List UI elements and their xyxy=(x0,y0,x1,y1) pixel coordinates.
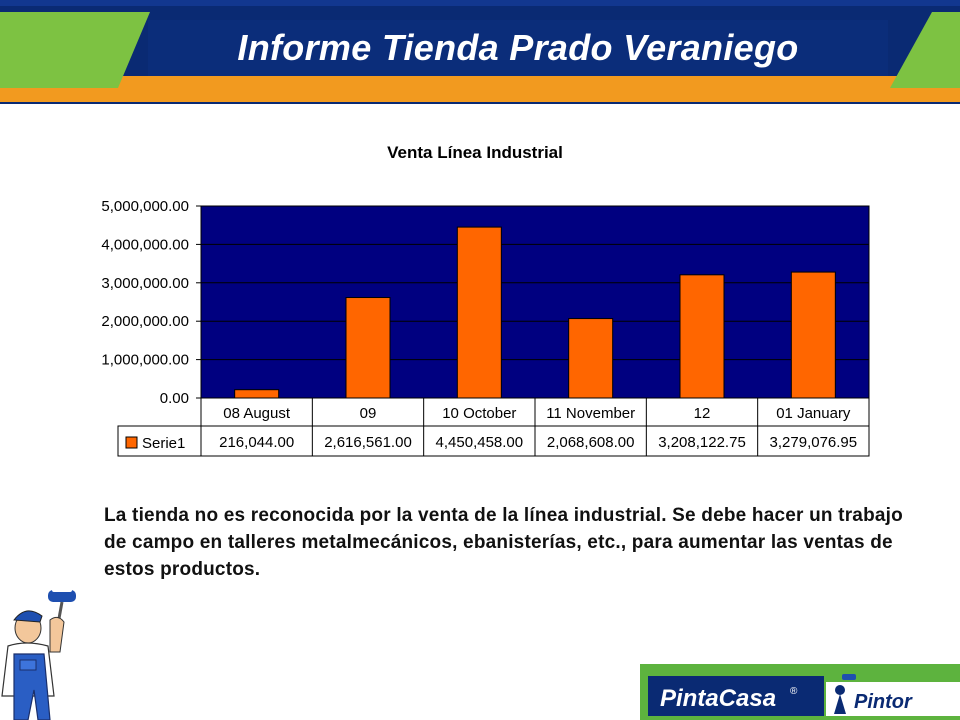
page-title: Informe Tienda Prado Veraniego xyxy=(237,27,799,68)
brand-pintor-logo: Pintor xyxy=(854,691,913,713)
header-banner xyxy=(0,0,960,104)
pintor-logo-icon xyxy=(834,674,856,714)
x-tick-label: 09 xyxy=(360,405,377,422)
analysis-note: La tienda no es reconocida por la venta … xyxy=(104,505,903,580)
data-label: 216,044.00 xyxy=(219,434,294,451)
y-tick-label: 0.00 xyxy=(160,390,189,407)
bar xyxy=(456,226,502,399)
data-label: 2,616,561.00 xyxy=(324,434,412,451)
brand-navy-box xyxy=(648,676,824,716)
data-label: 2,068,608.00 xyxy=(547,434,635,451)
bar xyxy=(568,318,614,399)
header-green-right-tab xyxy=(890,12,960,88)
brand-registered-mark: ® xyxy=(790,686,798,697)
x-tick-label: 08 August xyxy=(223,405,291,422)
header-blue-line xyxy=(0,0,960,6)
data-label: 4,450,458.00 xyxy=(436,434,524,451)
x-tick-label: 01 January xyxy=(776,405,851,422)
x-tick-label: 11 November xyxy=(546,405,635,422)
bar xyxy=(679,274,725,399)
legend-swatch xyxy=(125,436,138,449)
brand-pintor-box xyxy=(826,682,960,716)
brand-pintacasa-logo: PintaCasa xyxy=(660,685,776,712)
y-tick-label: 2,000,000.00 xyxy=(101,313,189,330)
chart-title: Venta Línea Industrial xyxy=(387,143,563,162)
table-value-row xyxy=(117,425,870,457)
legend-label: Serie1 xyxy=(142,435,185,452)
y-tick-label: 5,000,000.00 xyxy=(101,198,189,215)
header-orange-strip xyxy=(0,76,960,102)
brand-footer: PintaCasa ® Pintor xyxy=(640,664,960,720)
data-label: 3,208,122.75 xyxy=(658,434,746,451)
painter-illustration-icon xyxy=(1,588,76,720)
x-tick-label: 12 xyxy=(694,405,711,422)
plot-area xyxy=(201,206,869,398)
bar xyxy=(790,271,836,399)
data-label: 3,279,076.95 xyxy=(770,434,858,451)
bar xyxy=(234,389,280,399)
header-title-box xyxy=(148,20,888,76)
y-tick-label: 4,000,000.00 xyxy=(101,236,189,253)
bar xyxy=(345,297,391,399)
x-tick-label: 10 October xyxy=(442,405,516,422)
header-green-left-tab xyxy=(0,12,150,88)
y-tick-label: 3,000,000.00 xyxy=(101,275,189,292)
y-tick-label: 1,000,000.00 xyxy=(101,352,189,369)
